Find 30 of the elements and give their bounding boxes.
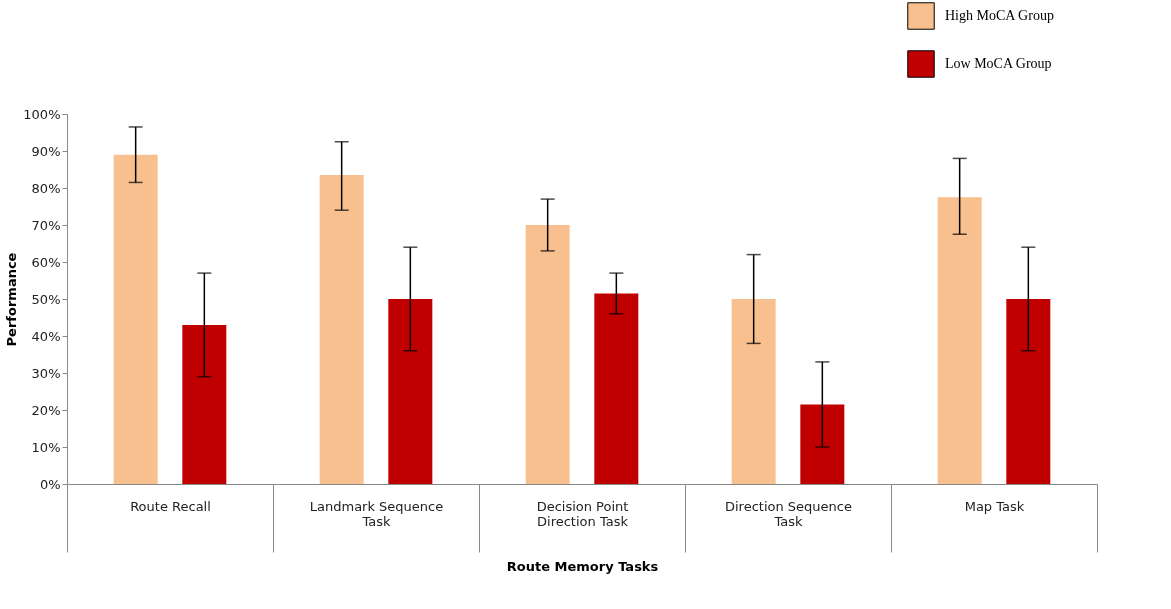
y-tick-label: 50% <box>31 291 61 307</box>
y-tick-label: 80% <box>31 180 61 196</box>
bar <box>594 293 639 484</box>
legend-label: High MoCA Group <box>945 8 1054 23</box>
y-tick-label: 20% <box>31 402 61 418</box>
x-tick-label: Landmark Sequence Task <box>309 498 444 529</box>
legend-label: Low MoCA Group <box>945 56 1052 71</box>
bar <box>525 225 570 484</box>
y-tick-label: 100% <box>23 106 61 122</box>
y-tick-label: 60% <box>31 254 61 270</box>
x-tick-label: Decision Point Direction Task <box>536 498 629 529</box>
bar <box>388 299 433 484</box>
bar <box>182 324 227 484</box>
y-tick-label: 90% <box>31 143 61 159</box>
y-tick-label: 70% <box>31 217 61 233</box>
y-tick-label: 40% <box>31 328 61 344</box>
y-axis-title: Performance <box>4 252 20 347</box>
x-axis-title: Route Memory Tasks <box>506 559 659 574</box>
bar <box>1006 299 1051 484</box>
bar <box>319 175 364 484</box>
y-tick-label: 10% <box>31 439 61 455</box>
x-tick-label: Direction Sequence Task <box>725 498 852 529</box>
y-tick-label: 30% <box>31 365 61 381</box>
bar <box>937 197 982 484</box>
bar <box>800 404 845 484</box>
x-tick-label: Route Recall <box>130 498 211 514</box>
bar <box>731 299 776 484</box>
y-tick-label: 0% <box>39 476 61 492</box>
bar <box>113 154 158 484</box>
x-tick-label: Map Task <box>964 498 1025 514</box>
